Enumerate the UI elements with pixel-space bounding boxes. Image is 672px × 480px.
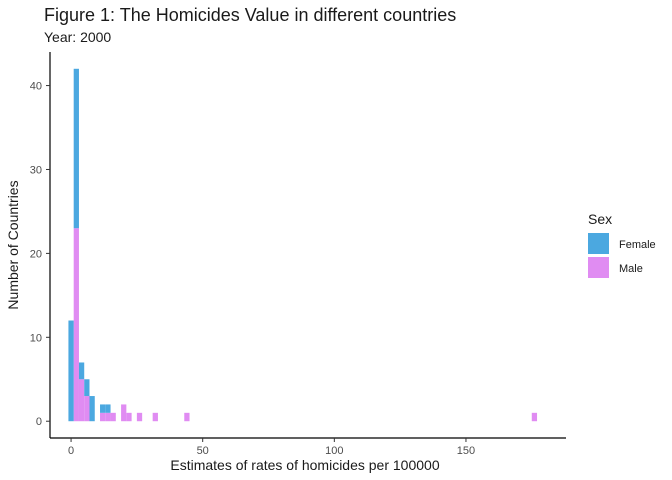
bar-female (100, 404, 106, 413)
y-tick-label: 10 (30, 332, 42, 344)
y-tick-label: 40 (30, 81, 42, 93)
bars-layer (68, 68, 538, 422)
bar-male (136, 412, 143, 422)
x-tick-label: 150 (457, 445, 475, 457)
bar-male (126, 412, 132, 422)
y-axis-title: Number of Countries (5, 180, 21, 309)
legend-swatch-female (588, 233, 609, 254)
bar-male (78, 379, 85, 422)
bar-male (110, 412, 116, 422)
legend-swatch-male (588, 257, 609, 278)
x-tick-label: 100 (325, 445, 343, 457)
bar-female (84, 379, 90, 397)
legend-items: Female Male (588, 233, 656, 278)
legend-label-female: Female (619, 239, 656, 251)
bar-male (184, 412, 190, 422)
y-ticks: 0 10 20 30 40 (30, 81, 50, 428)
bar-female (89, 396, 95, 422)
x-axis-title: Estimates of rates of homicides per 1000… (170, 457, 439, 473)
bar-male (105, 412, 111, 422)
legend-label-male: Male (619, 263, 643, 275)
bar-female (105, 404, 111, 413)
bar-male (121, 404, 127, 422)
x-ticks: 0 50 100 150 (68, 438, 475, 457)
bar-male (73, 228, 79, 422)
x-tick-label: 50 (197, 445, 209, 457)
bar-male (152, 412, 158, 422)
bar-male (100, 412, 106, 422)
chart-subtitle: Year: 2000 (44, 29, 111, 45)
bar-male (531, 412, 538, 422)
y-tick-label: 20 (30, 248, 42, 260)
bar-male (84, 396, 90, 422)
bar-female (78, 362, 85, 380)
y-tick-label: 0 (36, 416, 42, 428)
x-tick-label: 0 (68, 445, 74, 457)
bar-female (68, 320, 74, 422)
y-tick-label: 30 (30, 164, 42, 176)
legend: Sex Female Male (588, 211, 656, 278)
chart-title: Figure 1: The Homicides Value in differe… (44, 5, 456, 25)
legend-title: Sex (588, 211, 612, 227)
bar-female (73, 68, 79, 229)
